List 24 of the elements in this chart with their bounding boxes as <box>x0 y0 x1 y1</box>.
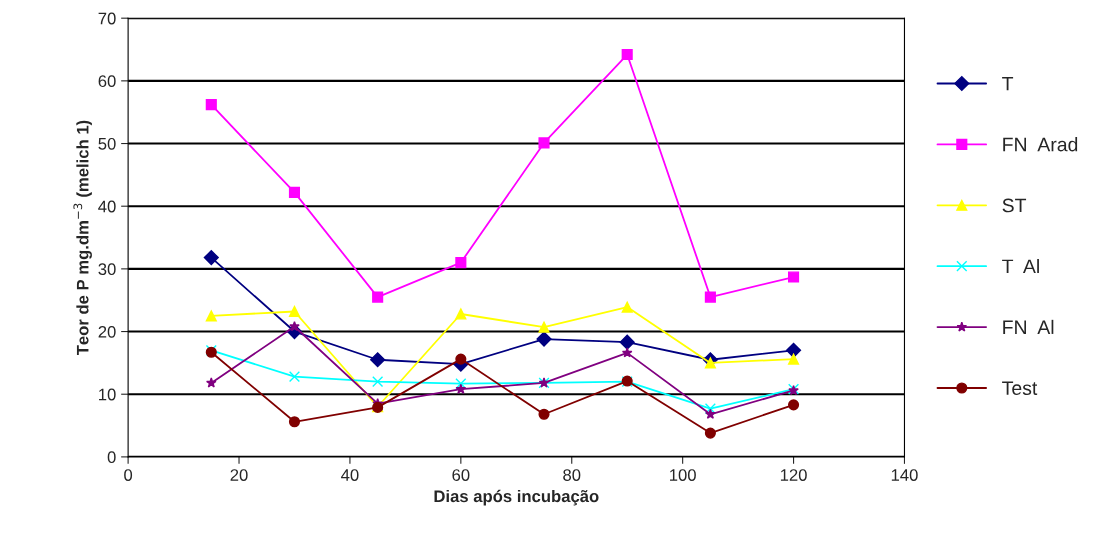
legend-label: Test <box>1002 381 1038 396</box>
x-tick-label: 20 <box>230 469 248 481</box>
y-tick-label: 60 <box>98 75 116 88</box>
x-tick-label: 60 <box>452 469 470 481</box>
x-tick-label: 40 <box>341 469 359 481</box>
x-tick-label: 0 <box>124 469 133 481</box>
y-tick-label: 70 <box>98 12 116 25</box>
legend-label: T <box>1002 76 1014 91</box>
y-tick-label: 30 <box>98 263 116 276</box>
x-tick-label: 80 <box>563 469 581 481</box>
legend-label: FN Arad <box>1003 137 1078 152</box>
legend-label: FN Al <box>1003 319 1054 334</box>
x-axis-title: Dias após incubação <box>434 489 599 506</box>
x-tick-label: 140 <box>891 469 918 481</box>
y-tick-label: 50 <box>98 137 116 150</box>
y-tick-label: 40 <box>98 200 116 213</box>
x-tick-label: 120 <box>780 469 807 481</box>
y-axis-title: Teor de P mg.dm$^{−3}$ (melich 1) <box>73 120 92 356</box>
legend-label: ST <box>1002 198 1027 213</box>
y-tick-label: 20 <box>98 325 116 338</box>
y-tick-label: 0 <box>107 451 116 464</box>
y-tick-label: 10 <box>99 388 116 401</box>
legend-label: T Al <box>1002 258 1039 274</box>
x-tick-label: 100 <box>670 469 696 481</box>
